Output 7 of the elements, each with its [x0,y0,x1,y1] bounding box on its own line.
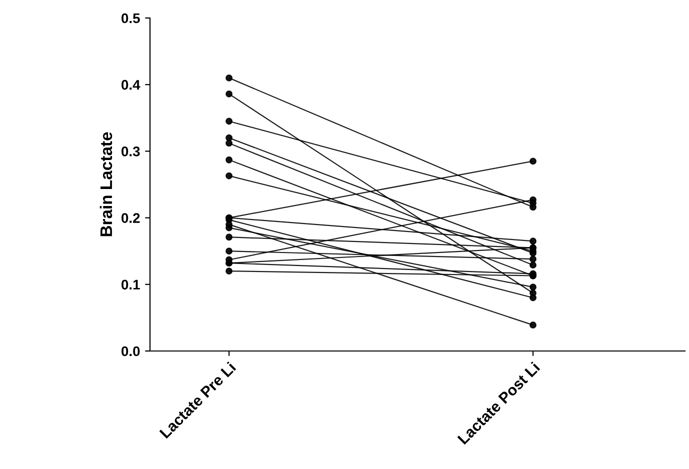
y-tick-label: 0.1 [122,280,140,290]
y-tick-label: 0.3 [122,146,140,156]
y-tick-label: 0.0 [122,346,140,356]
y-tick-label: 0.2 [122,213,140,223]
y-axis-title: Brain Lactate [100,132,112,236]
y-tick-label: 0.4 [122,80,140,90]
y-tick-label: 0.5 [122,13,140,24]
